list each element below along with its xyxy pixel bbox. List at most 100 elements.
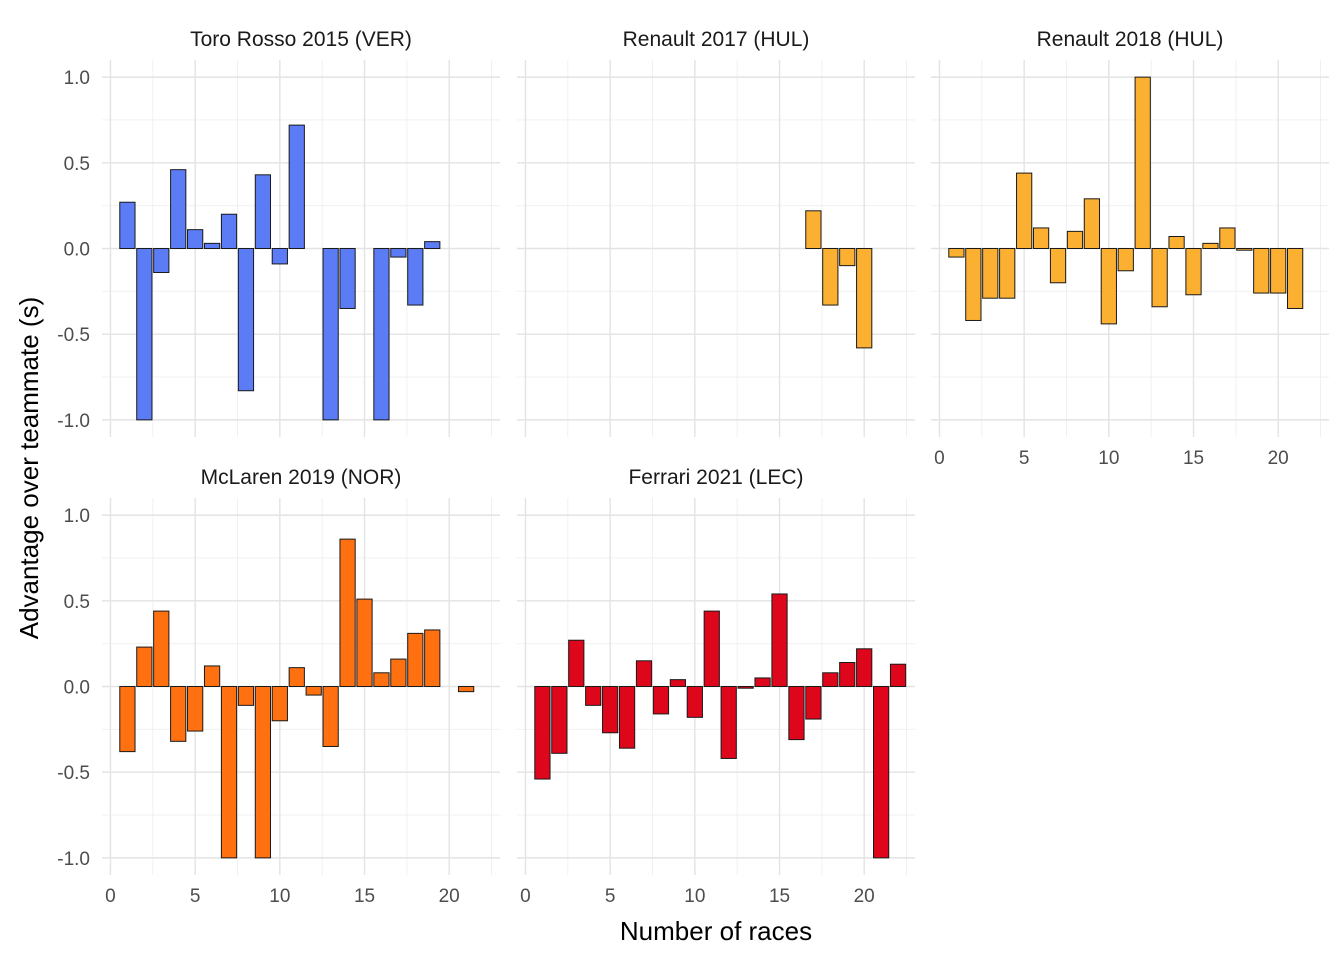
bar xyxy=(305,686,322,696)
facet-title: Ferrari 2021 (LEC) xyxy=(628,466,803,489)
bar xyxy=(1253,248,1270,294)
bar xyxy=(822,672,839,687)
bar xyxy=(1134,76,1151,249)
bar xyxy=(254,686,272,859)
bar xyxy=(339,248,356,309)
bar xyxy=(119,201,136,249)
axes-layer: -1.0 -0.5 0.0 0.5 1.0 0 5 10 15 20 -1.0 -0.5 0.0 0.5 1… xyxy=(57,68,1289,907)
y-axis-title: Advantage over teammate (s) xyxy=(14,297,44,640)
bar xyxy=(788,686,805,741)
facet-panel-0: Toro Rosso 2015 (VER) xyxy=(102,28,500,437)
bar xyxy=(339,538,356,687)
x-tick-label: 20 xyxy=(1268,448,1289,469)
x-tick-label: 15 xyxy=(354,886,375,907)
facet-title: McLaren 2019 (NOR) xyxy=(201,466,402,489)
x-tick-label: 10 xyxy=(684,886,705,907)
bar xyxy=(703,610,720,687)
y-tick-label: -1.0 xyxy=(57,849,90,870)
facet-panel-1: Renault 2017 (HUL) xyxy=(517,28,915,437)
bar xyxy=(720,686,737,759)
bar xyxy=(254,174,272,249)
bar xyxy=(1032,227,1050,250)
x-axis-title: Number of races xyxy=(620,916,812,946)
bar xyxy=(1151,248,1168,308)
bar xyxy=(170,686,187,742)
bar xyxy=(652,686,670,715)
bar xyxy=(669,679,687,687)
bar xyxy=(1083,198,1101,250)
bar xyxy=(1202,242,1219,249)
x-tick-label: 20 xyxy=(854,886,875,907)
bar xyxy=(856,248,873,349)
bar xyxy=(839,248,856,267)
bar xyxy=(737,686,754,689)
bar xyxy=(551,686,568,754)
x-tick-label: 5 xyxy=(190,886,201,907)
bar xyxy=(1219,227,1236,250)
bar xyxy=(822,248,839,306)
bar xyxy=(805,210,822,250)
bar xyxy=(271,686,288,722)
bar xyxy=(839,662,856,688)
facet-title: Toro Rosso 2015 (VER) xyxy=(190,28,412,51)
bar xyxy=(1236,248,1253,251)
y-tick-label: 0.5 xyxy=(64,592,90,613)
bar xyxy=(153,248,170,273)
x-tick-label: 20 xyxy=(439,886,460,907)
bar xyxy=(187,686,204,732)
y-tick-label: -1.0 xyxy=(57,411,90,432)
y-tick-label: 0.0 xyxy=(64,678,90,699)
bar xyxy=(356,598,373,688)
bar xyxy=(873,686,890,859)
bar xyxy=(237,686,255,706)
bar xyxy=(288,124,305,249)
x-tick-label: 15 xyxy=(769,886,790,907)
bar xyxy=(856,648,873,687)
x-tick-label: 10 xyxy=(1098,448,1119,469)
bar xyxy=(220,213,238,250)
x-tick-label: 0 xyxy=(105,886,116,907)
bar xyxy=(203,665,221,687)
bar xyxy=(153,610,170,687)
bar xyxy=(635,660,653,688)
y-tick-label: 1.0 xyxy=(64,506,90,527)
bar xyxy=(948,248,965,258)
facet-panel-4: Ferrari 2021 (LEC) xyxy=(517,466,915,875)
bar xyxy=(288,667,305,688)
bar xyxy=(618,686,636,749)
bar xyxy=(390,248,407,258)
y-tick-label: 0.0 xyxy=(64,240,90,261)
y-tick-label: -0.5 xyxy=(57,325,90,346)
bar xyxy=(1270,248,1287,294)
bar xyxy=(136,248,153,421)
bar xyxy=(187,229,204,249)
bar xyxy=(568,639,585,687)
bar xyxy=(1066,230,1084,249)
x-tick-label: 0 xyxy=(520,886,531,907)
bar xyxy=(585,686,602,706)
bar xyxy=(805,686,822,720)
y-tick-label: -0.5 xyxy=(57,763,90,784)
bar xyxy=(602,686,619,734)
facet-panel-3: McLaren 2019 (NOR) xyxy=(102,466,500,875)
bar xyxy=(170,169,187,249)
bar xyxy=(407,248,424,306)
bar xyxy=(271,248,288,265)
bar xyxy=(889,663,907,687)
bar xyxy=(1168,236,1185,250)
bar xyxy=(999,248,1016,299)
bar xyxy=(203,242,221,249)
bar xyxy=(424,629,441,688)
bar xyxy=(373,248,390,421)
y-tick-label: 1.0 xyxy=(64,68,90,89)
bar xyxy=(119,686,136,753)
bar xyxy=(1287,248,1304,309)
y-tick-label: 0.5 xyxy=(64,154,90,175)
bar xyxy=(982,248,999,299)
bar xyxy=(322,686,339,747)
bar xyxy=(220,686,238,859)
bar xyxy=(136,646,153,687)
panels-layer: Toro Rosso 2015 (VER) Renault 2017 (HUL) R… xyxy=(102,28,1329,875)
x-tick-label: 5 xyxy=(605,886,616,907)
